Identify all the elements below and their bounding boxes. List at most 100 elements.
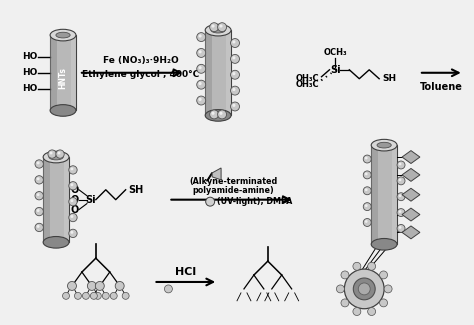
Text: O: O — [71, 185, 79, 195]
Circle shape — [197, 80, 206, 89]
Circle shape — [199, 50, 201, 53]
Bar — [205, 30, 212, 115]
Circle shape — [94, 292, 101, 299]
Circle shape — [399, 194, 401, 197]
Text: OCH₃: OCH₃ — [324, 48, 347, 58]
Ellipse shape — [49, 154, 63, 160]
Circle shape — [230, 102, 239, 111]
Bar — [43, 157, 50, 242]
Circle shape — [69, 198, 77, 206]
Circle shape — [35, 176, 43, 184]
Circle shape — [219, 24, 222, 28]
Ellipse shape — [50, 29, 76, 41]
Circle shape — [365, 188, 368, 191]
Circle shape — [164, 285, 173, 293]
Ellipse shape — [205, 24, 231, 36]
Circle shape — [218, 110, 227, 119]
Circle shape — [353, 307, 361, 316]
Circle shape — [211, 112, 215, 115]
Circle shape — [397, 177, 405, 185]
Text: HO: HO — [22, 68, 37, 77]
Circle shape — [91, 292, 97, 299]
Circle shape — [210, 110, 219, 119]
Ellipse shape — [211, 27, 225, 33]
Circle shape — [210, 23, 219, 32]
Circle shape — [35, 160, 43, 168]
Text: HNTs: HNTs — [58, 67, 67, 89]
Text: Toluene: Toluene — [420, 82, 463, 92]
Circle shape — [63, 292, 70, 299]
Circle shape — [48, 150, 56, 158]
Text: HCl: HCl — [175, 267, 196, 277]
Circle shape — [197, 48, 206, 58]
Circle shape — [397, 209, 405, 216]
Circle shape — [399, 178, 401, 181]
Circle shape — [95, 281, 104, 291]
Circle shape — [232, 56, 236, 59]
Circle shape — [218, 23, 227, 32]
Circle shape — [199, 34, 201, 37]
Polygon shape — [212, 168, 221, 180]
Circle shape — [358, 283, 370, 295]
Text: O: O — [71, 195, 79, 205]
Circle shape — [87, 281, 96, 291]
Bar — [50, 35, 56, 111]
Circle shape — [353, 262, 361, 270]
Circle shape — [71, 167, 73, 170]
Circle shape — [82, 292, 90, 299]
Polygon shape — [402, 226, 420, 239]
Bar — [43, 157, 69, 242]
Circle shape — [363, 187, 371, 195]
Circle shape — [36, 225, 40, 228]
Circle shape — [67, 281, 76, 291]
Bar — [392, 145, 397, 244]
Text: Fe (NO₃)₃·9H₂O: Fe (NO₃)₃·9H₂O — [103, 56, 178, 65]
Circle shape — [69, 166, 77, 174]
Circle shape — [36, 209, 40, 212]
Text: O: O — [71, 205, 79, 214]
Circle shape — [380, 271, 388, 279]
Circle shape — [36, 193, 40, 196]
Circle shape — [230, 86, 239, 95]
Circle shape — [199, 98, 201, 101]
Circle shape — [363, 218, 371, 227]
Circle shape — [363, 203, 371, 211]
Text: SH: SH — [128, 185, 144, 195]
Text: SH: SH — [382, 74, 396, 83]
Circle shape — [397, 161, 405, 169]
Circle shape — [232, 104, 236, 107]
Circle shape — [365, 204, 368, 207]
Circle shape — [71, 199, 73, 202]
Circle shape — [397, 193, 405, 201]
Circle shape — [365, 157, 368, 160]
Bar — [371, 145, 397, 244]
Circle shape — [35, 207, 43, 216]
Polygon shape — [402, 188, 420, 201]
Circle shape — [69, 229, 77, 238]
Circle shape — [399, 226, 401, 229]
Circle shape — [35, 191, 43, 200]
Circle shape — [110, 292, 117, 299]
Text: OH₃C: OH₃C — [296, 80, 319, 89]
Circle shape — [199, 82, 201, 85]
Text: (Alkyne-terminated: (Alkyne-terminated — [189, 177, 277, 186]
Ellipse shape — [43, 151, 69, 163]
Bar — [50, 35, 76, 111]
Circle shape — [232, 72, 236, 75]
Text: polyamide-amine): polyamide-amine) — [192, 186, 274, 195]
Circle shape — [206, 197, 215, 206]
Text: OH₃C: OH₃C — [296, 74, 319, 83]
Circle shape — [197, 32, 206, 42]
Circle shape — [232, 88, 236, 91]
Text: Ethylene glycol , 400°C: Ethylene glycol , 400°C — [82, 70, 199, 79]
Circle shape — [219, 112, 222, 115]
Circle shape — [71, 215, 73, 218]
Circle shape — [197, 96, 206, 105]
Ellipse shape — [371, 139, 397, 151]
Circle shape — [197, 64, 206, 73]
Bar — [226, 30, 231, 115]
Circle shape — [36, 162, 40, 164]
Circle shape — [50, 151, 53, 154]
Bar — [71, 35, 76, 111]
Bar — [371, 145, 378, 244]
